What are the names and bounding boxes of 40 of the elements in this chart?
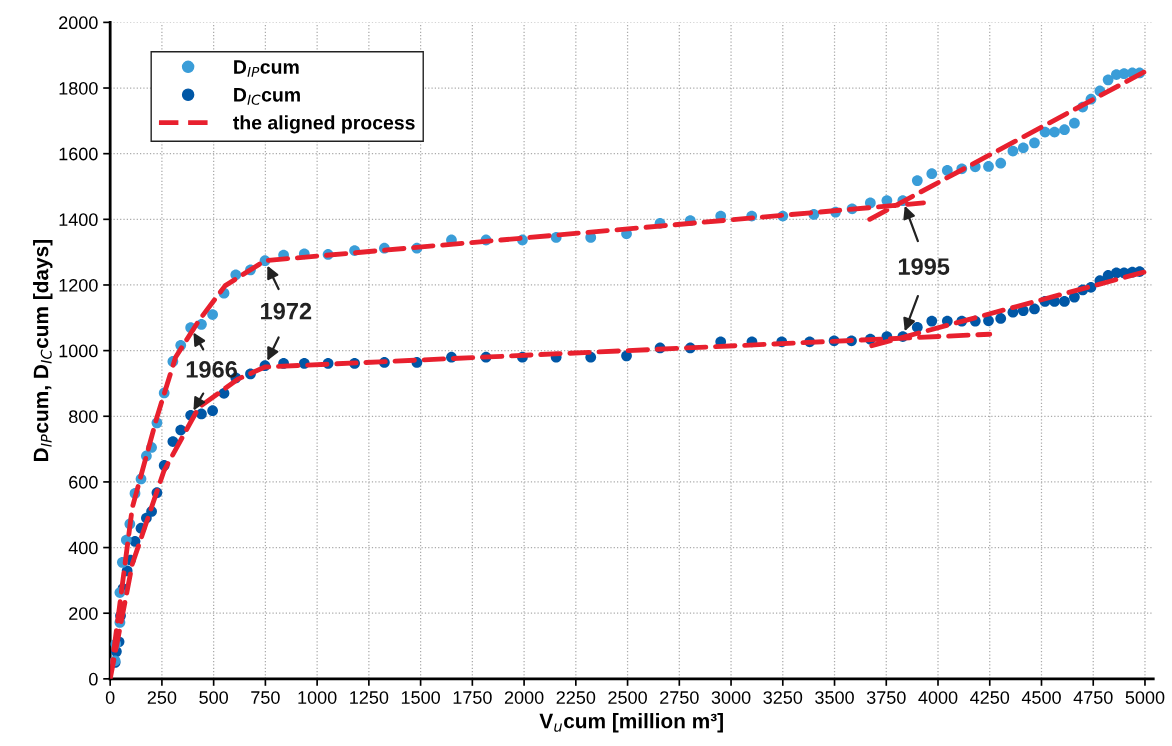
x-axis-title: V$_{u}$cum [million m³] — [539, 713, 723, 733]
x-tick-label: 1750 — [453, 691, 492, 704]
annotation: 1966 — [186, 361, 237, 378]
x-tick-label: 750 — [251, 691, 280, 704]
legend-label: D$_{IC}$cum — [234, 88, 300, 105]
y-tick-label: 1800 — [59, 81, 98, 95]
y-tick-label: 600 — [69, 475, 98, 489]
x-tick-label: 1250 — [350, 691, 389, 704]
x-tick-label: 3500 — [815, 691, 854, 704]
x-tick-label: 2500 — [608, 691, 647, 704]
annotation: 1995 — [898, 258, 950, 275]
y-tick-label: 0 — [89, 672, 98, 686]
x-tick-label: 2000 — [504, 691, 544, 704]
y-tick-label: 1600 — [59, 147, 98, 161]
annotation: 1972 — [261, 302, 312, 320]
x-tick-label: 3250 — [763, 691, 803, 704]
y-tick-label: 1400 — [59, 213, 98, 227]
x-tick-label: 500 — [199, 691, 229, 704]
x-tick-label: 3000 — [711, 691, 751, 704]
x-tick-label: 2250 — [556, 691, 596, 704]
y-tick-label: 200 — [69, 607, 98, 620]
x-tick-label: 0 — [105, 691, 115, 704]
x-tick-label: 4250 — [970, 691, 1010, 704]
x-tick-label: 4750 — [1073, 691, 1113, 704]
y-tick-label: 2000 — [59, 16, 98, 30]
legend-label: D$_{IP}$cum — [234, 60, 299, 77]
y-tick-label: 1200 — [59, 278, 98, 292]
x-tick-label: 5000 — [1125, 691, 1165, 704]
x-tick-label: 2750 — [660, 691, 699, 704]
y-tick-label: 1000 — [59, 344, 98, 358]
x-tick-label: 4500 — [1021, 691, 1061, 704]
x-tick-label: 250 — [147, 691, 177, 704]
y-tick-label: 400 — [68, 541, 98, 555]
x-tick-label: 3750 — [866, 691, 906, 704]
y-axis-title: D$_{IP}$cum, D$_{IC}$cum [days] — [33, 240, 53, 462]
x-tick-label: 1000 — [298, 691, 337, 704]
x-tick-label: 4000 — [918, 691, 958, 704]
legend-label: the aligned process — [233, 115, 415, 134]
y-tick-label: 800 — [69, 410, 98, 423]
x-tick-label: 1500 — [401, 691, 440, 704]
